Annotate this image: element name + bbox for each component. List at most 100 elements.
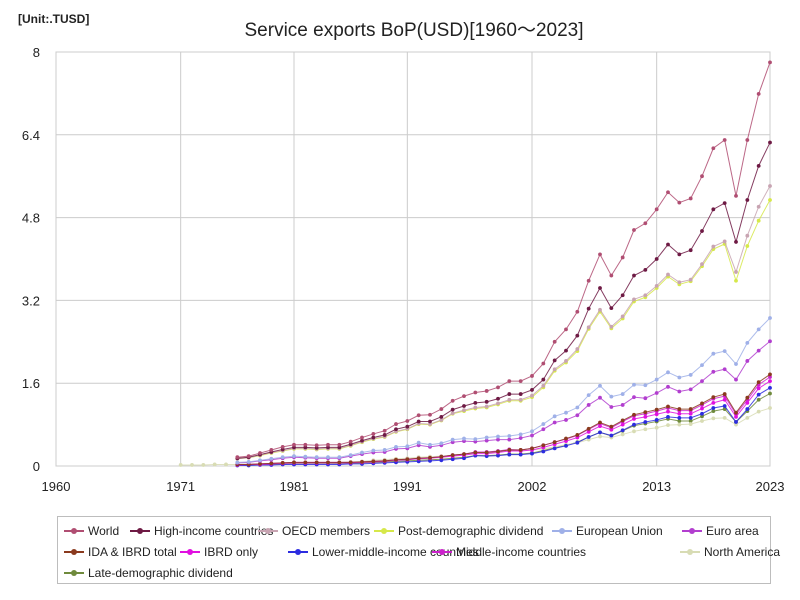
- data-point: [575, 347, 580, 351]
- data-point: [541, 377, 546, 382]
- data-point: [756, 386, 761, 391]
- data-point: [609, 273, 614, 278]
- data-point: [405, 424, 410, 429]
- data-point: [530, 388, 534, 392]
- data-point: [518, 448, 523, 452]
- data-point: [598, 395, 602, 400]
- data-point: [688, 415, 693, 420]
- data-point: [586, 426, 591, 431]
- data-point: [745, 198, 750, 202]
- legend-swatch: [432, 547, 452, 557]
- data-point: [371, 435, 376, 440]
- data-point: [360, 435, 364, 440]
- data-point: [768, 60, 772, 65]
- legend-item: OECD members: [258, 523, 370, 538]
- legend-item: Late-demographic dividend: [64, 565, 233, 580]
- data-point: [598, 252, 602, 257]
- data-point: [598, 307, 602, 312]
- data-point: [677, 252, 682, 257]
- data-point: [768, 140, 772, 145]
- data-point: [269, 456, 274, 461]
- legend-label: Euro area: [706, 523, 759, 538]
- data-point: [348, 453, 353, 458]
- data-point: [564, 327, 568, 332]
- legend-swatch: [64, 547, 84, 557]
- data-point: [190, 463, 194, 467]
- legend-swatch: [130, 526, 150, 536]
- data-point: [484, 404, 489, 409]
- data-point: [745, 138, 750, 142]
- data-point: [530, 451, 534, 456]
- data-point: [507, 392, 512, 396]
- y-tick-label: 0: [33, 459, 40, 474]
- y-tick-label: 4.8: [22, 211, 40, 226]
- data-point: [745, 359, 750, 363]
- data-point: [632, 417, 636, 421]
- data-point: [620, 314, 625, 319]
- data-point: [632, 382, 636, 387]
- data-point: [643, 410, 648, 415]
- data-point: [711, 244, 716, 249]
- legend-swatch: [288, 547, 308, 557]
- axes: 1960 1971 1981 1991 2002 2013 2023 0 1.6 3.2 4.8 6.…: [22, 45, 785, 494]
- data-point: [541, 427, 546, 432]
- legend-label: High-income countries: [154, 523, 274, 538]
- data-point: [416, 440, 421, 445]
- data-point: [303, 454, 308, 459]
- data-point: [620, 293, 625, 298]
- data-point: [688, 373, 693, 377]
- data-point: [360, 450, 364, 455]
- data-point: [688, 422, 693, 426]
- data-point: [326, 442, 330, 447]
- data-point: [666, 272, 670, 277]
- data-point: [768, 406, 772, 410]
- data-point: [337, 442, 342, 447]
- data-point: [552, 414, 557, 419]
- data-point: [734, 270, 738, 274]
- data-point: [598, 420, 602, 425]
- data-point: [756, 204, 761, 209]
- data-point: [518, 452, 523, 457]
- data-point: [688, 419, 693, 423]
- series-world: [235, 60, 772, 460]
- data-point: [700, 406, 704, 411]
- data-point: [314, 455, 319, 460]
- data-point: [314, 443, 319, 448]
- data-point: [756, 409, 761, 414]
- data-point: [768, 316, 772, 320]
- legend-item: High-income countries: [130, 523, 273, 538]
- data-point: [439, 407, 444, 411]
- grid: [55, 51, 771, 467]
- data-point: [235, 460, 240, 465]
- data-point: [450, 398, 455, 403]
- data-point: [756, 218, 761, 223]
- data-point: [700, 411, 704, 416]
- x-tick-label: 2023: [756, 479, 785, 494]
- data-point: [552, 440, 557, 445]
- series-ida-ibrd-total: [235, 372, 772, 467]
- data-point: [722, 392, 727, 396]
- data-point: [382, 458, 387, 463]
- data-point: [530, 374, 534, 378]
- data-point: [722, 367, 727, 372]
- data-point: [756, 163, 761, 168]
- data-point: [768, 391, 772, 396]
- data-point: [564, 348, 568, 353]
- data-point: [575, 433, 580, 437]
- data-point: [700, 379, 704, 384]
- data-point: [382, 428, 387, 433]
- legend-swatch: [682, 526, 702, 536]
- legend-item: IDA & IBRD total: [64, 544, 177, 559]
- data-point: [700, 419, 704, 423]
- data-point: [575, 405, 580, 410]
- data-point: [666, 190, 670, 195]
- x-tick-label: 1960: [42, 479, 71, 494]
- data-point: [722, 349, 727, 354]
- y-tick-label: 1.6: [22, 376, 40, 391]
- data-point: [575, 440, 580, 445]
- data-point: [745, 415, 750, 420]
- data-point: [643, 267, 648, 272]
- data-point: [700, 229, 704, 233]
- data-point: [756, 397, 761, 402]
- data-point: [609, 405, 614, 409]
